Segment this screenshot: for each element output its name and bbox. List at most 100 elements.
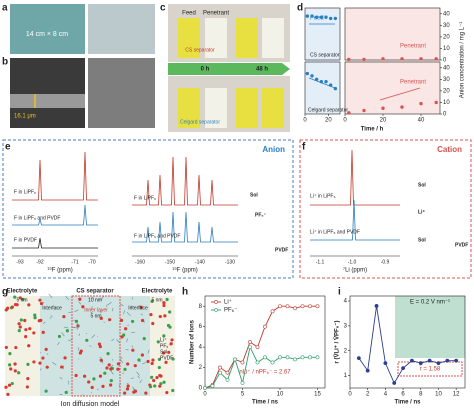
ion: [126, 384, 130, 388]
ion: [24, 328, 28, 332]
point: [324, 15, 328, 19]
ion: [17, 328, 21, 333]
y-tick-label: 10: [443, 46, 450, 52]
label: CS separator: [76, 289, 114, 295]
polymer: [99, 310, 102, 313]
polymer: [78, 301, 82, 305]
ion: [99, 316, 103, 320]
annotation: CS separator: [310, 52, 340, 58]
plot-frame: [304, 61, 341, 115]
ion: [109, 379, 113, 383]
molecules: [4, 293, 175, 397]
ion: [85, 338, 89, 342]
point: [240, 360, 245, 365]
polymer: [139, 379, 143, 384]
point: [218, 370, 222, 375]
y-tick-label: 4: [344, 299, 348, 305]
polymer: [82, 394, 85, 397]
ion: [13, 362, 17, 366]
y-tick-label: 0: [199, 386, 203, 392]
point: [314, 77, 319, 82]
ion: [158, 373, 162, 378]
polymer: [111, 338, 115, 342]
label: Time / h: [361, 127, 384, 133]
ion: [13, 369, 17, 373]
point: [319, 15, 324, 19]
panel-frame: [2, 139, 294, 279]
polymer: [89, 345, 92, 348]
ion: [18, 296, 22, 300]
point: [263, 355, 267, 360]
point: [315, 304, 320, 309]
label: 48 h: [256, 67, 268, 73]
ion: [41, 356, 45, 360]
ion: [157, 357, 161, 362]
polymer: [111, 308, 114, 312]
polymer: [91, 297, 94, 299]
polymer: [90, 311, 93, 314]
ion: [158, 384, 162, 388]
ion: [159, 382, 163, 386]
ion: [106, 352, 110, 356]
ion: [15, 303, 19, 307]
ion: [32, 331, 36, 335]
bottle: [236, 18, 258, 58]
y-axis-label: Number of ions: [190, 319, 196, 364]
polymer: [59, 377, 63, 380]
x-tick-label: 0: [303, 118, 307, 124]
plot-frame: [344, 61, 441, 115]
annotation: Celgard separator: [308, 107, 348, 113]
polymer: [43, 321, 46, 324]
ion: [140, 353, 144, 357]
polymer: [127, 324, 129, 326]
ion: [140, 318, 145, 323]
label: Li⁺ in LiPF₆: [310, 193, 336, 199]
ion: [116, 362, 121, 366]
ion: [168, 310, 172, 314]
polymer: [107, 301, 112, 306]
label: Li⁺: [418, 209, 425, 215]
point: [305, 14, 310, 18]
ion: [139, 305, 143, 309]
point: [418, 361, 423, 366]
sem-image: [88, 58, 155, 128]
ion: [19, 318, 23, 322]
label: Interface: [42, 305, 62, 311]
label: Sol: [418, 237, 426, 243]
panel-letter: a: [2, 3, 8, 14]
ion: [28, 327, 32, 331]
y-tick-label: 10: [443, 100, 450, 106]
ion: [144, 391, 148, 395]
ion: [170, 338, 174, 342]
point: [278, 304, 282, 309]
ion: [171, 388, 175, 393]
label: Cation: [437, 145, 462, 154]
ion: [137, 358, 141, 362]
label: Li⁺ in LiPF₆ and PVDF: [310, 229, 360, 235]
ion: [57, 334, 62, 339]
label: Anion: [262, 145, 285, 154]
y-tick-label: 30: [443, 77, 450, 83]
point: [333, 16, 338, 21]
plot-frame: [349, 295, 466, 389]
ion: [109, 367, 113, 371]
polymer: [126, 338, 129, 343]
ion: [39, 301, 44, 306]
point: [293, 357, 297, 362]
point: [314, 15, 319, 19]
label: -140: [195, 259, 205, 265]
ion: [162, 301, 166, 305]
polymer: [119, 303, 124, 306]
label: Interface: [128, 305, 148, 311]
point: [270, 360, 275, 365]
polymer: [109, 364, 114, 368]
point: [383, 361, 388, 366]
x-tick-label: 5: [241, 392, 245, 398]
ion: [14, 345, 18, 350]
ion: [33, 316, 37, 320]
x-tick-label: 20: [380, 118, 387, 124]
x-tick-label: 0: [203, 392, 207, 398]
label: Anion concentration / mg L⁻¹: [460, 22, 466, 99]
label: Li⁺: [160, 337, 167, 343]
point: [392, 381, 397, 385]
